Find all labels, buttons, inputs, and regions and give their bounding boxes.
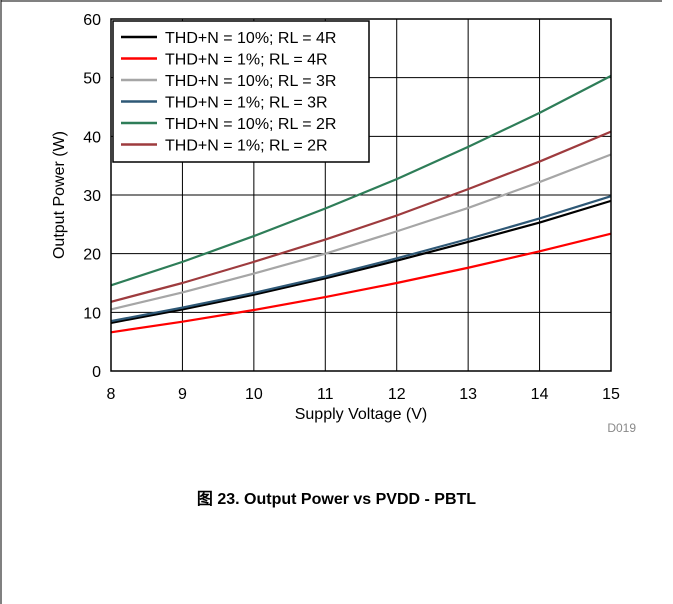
y-tick-label: 60: [83, 12, 101, 29]
y-tick-label: 30: [83, 188, 101, 205]
figure-code: D019: [607, 421, 636, 435]
y-tick-label: 50: [83, 71, 101, 88]
x-tick-label: 14: [531, 386, 549, 403]
legend-label: THD+N = 1%; RL = 4R: [165, 52, 328, 69]
legend-label: THD+N = 1%; RL = 2R: [165, 138, 328, 155]
figure-caption: 图 23. Output Power vs PVDD - PBTL: [196, 491, 477, 508]
x-tick-label: 12: [388, 386, 406, 403]
x-axis-title: Supply Voltage (V): [295, 406, 428, 423]
x-tick-label: 15: [602, 386, 620, 403]
series-line-4: [110, 195, 612, 323]
plot-area-border: [110, 18, 612, 372]
y-tick-label: 40: [83, 129, 101, 146]
legend-label: THD+N = 1%; RL = 3R: [165, 95, 328, 112]
y-axis-title: Output Power (W): [51, 131, 68, 259]
legend-label: THD+N = 10%; RL = 3R: [165, 73, 336, 90]
y-tick-label: 10: [83, 305, 101, 322]
legend: THD+N = 10%; RL = 4R THD+N = 1%; RL = 4R T…: [112, 20, 370, 163]
series-line-5: [110, 74, 612, 287]
legend-box: [112, 20, 370, 163]
y-tick-labels: 0 10 20 30 40 50 60: [83, 12, 101, 381]
x-tick-label: 8: [107, 386, 116, 403]
x-tick-labels: 8 9 10 11 12 13 14 15: [107, 386, 620, 403]
legend-label: THD+N = 10%; RL = 4R: [165, 30, 336, 47]
series-line-2: [110, 232, 612, 334]
y-tick-label: 20: [83, 247, 101, 264]
series-line-3: [110, 153, 612, 311]
x-tick-label: 11: [317, 386, 334, 403]
y-tick-label: 0: [92, 364, 101, 381]
legend-label: THD+N = 10%; RL = 2R: [165, 116, 336, 133]
series-line-6: [110, 130, 612, 303]
series-lines: [110, 74, 612, 334]
x-tick-label: 10: [245, 386, 263, 403]
x-tick-label: 13: [459, 386, 477, 403]
output-power-chart: 8 9 10 11 12 13 14 15 0 10 20 30 40 50 60 THD+N = 10%…: [51, 12, 636, 435]
x-tick-label: 9: [178, 386, 187, 403]
series-line-1: [110, 199, 612, 324]
